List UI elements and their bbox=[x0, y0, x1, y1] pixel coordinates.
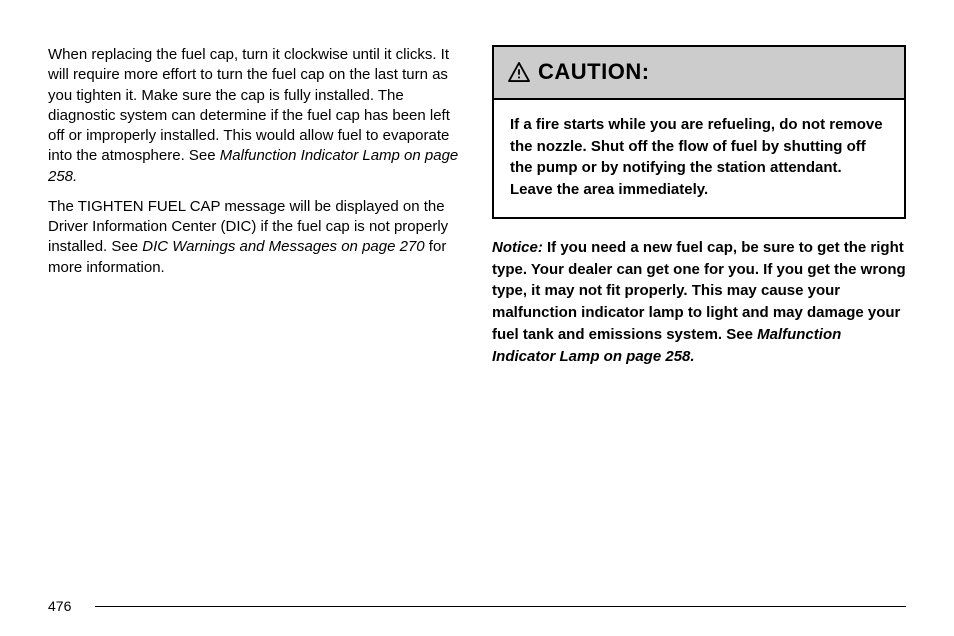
p2-reference: DIC Warnings and Messages on page 270 bbox=[142, 238, 424, 255]
page-footer: 476 bbox=[48, 598, 906, 614]
paragraph-fuel-cap: When replacing the fuel cap, turn it clo… bbox=[48, 45, 462, 187]
caution-title: CAUTION: bbox=[538, 57, 650, 88]
warning-triangle-icon bbox=[508, 62, 530, 82]
notice-body: If you need a new fuel cap, be sure to g… bbox=[492, 239, 906, 343]
page-number: 476 bbox=[48, 598, 71, 614]
notice-paragraph: Notice: If you need a new fuel cap, be s… bbox=[492, 237, 906, 368]
content-columns: When replacing the fuel cap, turn it clo… bbox=[48, 45, 906, 367]
caution-body: If a fire starts while you are refueling… bbox=[494, 100, 904, 217]
notice-label: Notice: bbox=[492, 239, 543, 256]
left-column: When replacing the fuel cap, turn it clo… bbox=[48, 45, 462, 367]
paragraph-dic: The TIGHTEN FUEL CAP message will be dis… bbox=[48, 197, 462, 278]
right-column: CAUTION: If a fire starts while you are … bbox=[492, 45, 906, 367]
footer-rule bbox=[95, 606, 906, 607]
caution-box: CAUTION: If a fire starts while you are … bbox=[492, 45, 906, 219]
caution-header: CAUTION: bbox=[494, 47, 904, 100]
